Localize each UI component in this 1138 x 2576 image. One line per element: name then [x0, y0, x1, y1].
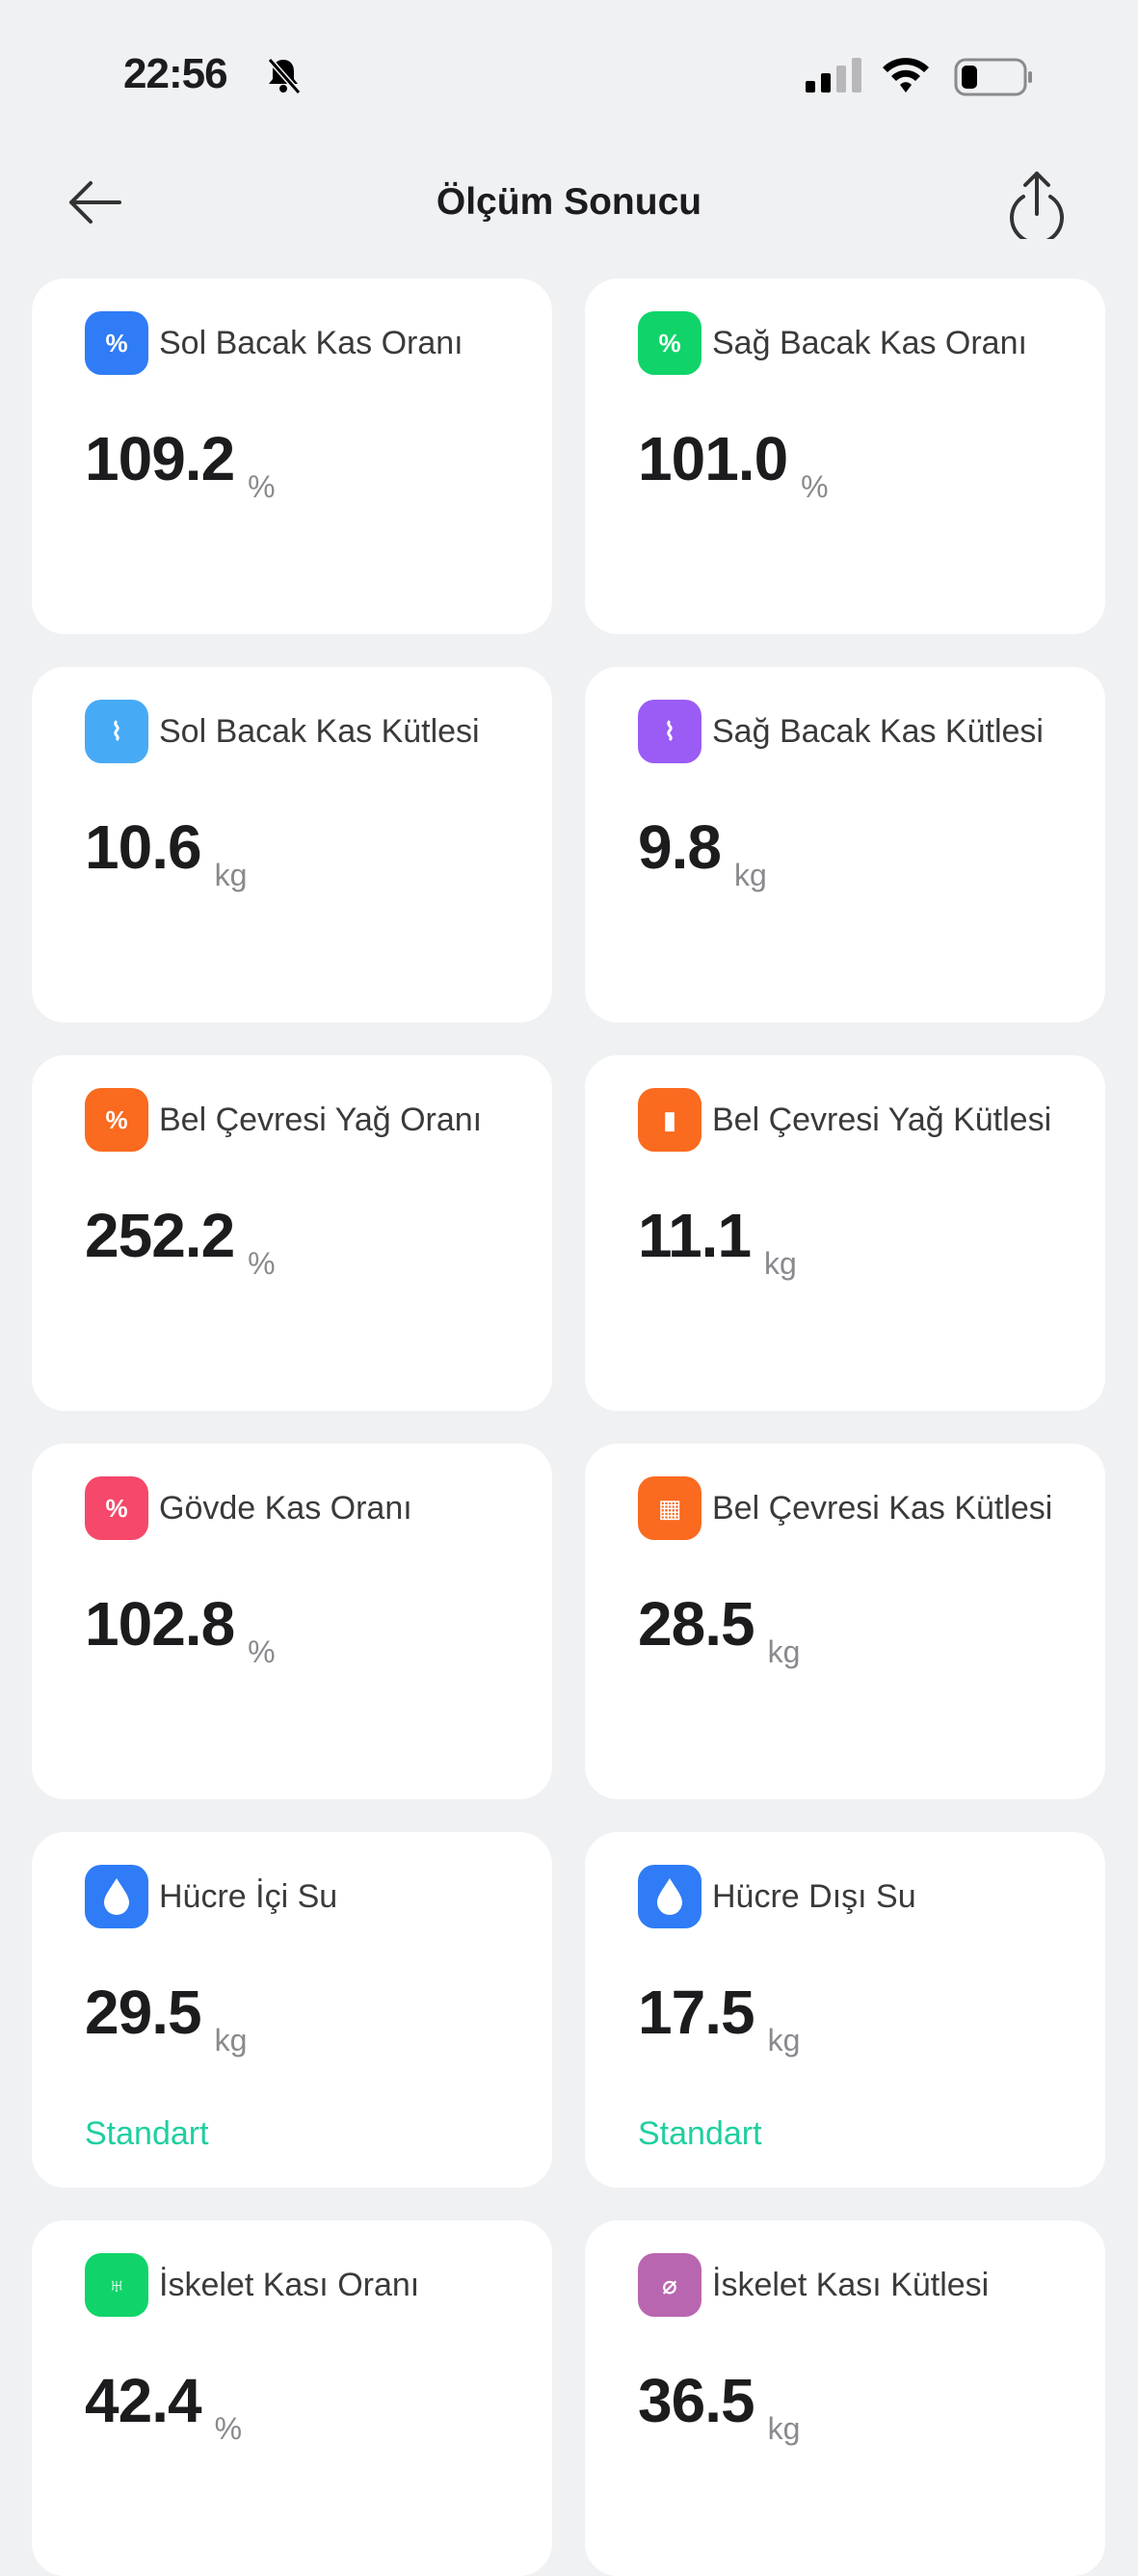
- bone-icon: ♅: [85, 2253, 148, 2317]
- metric-card[interactable]: % Sağ Bacak Kas Oranı 101.0%: [585, 279, 1105, 634]
- metric-value-row: 42.4%: [85, 2365, 242, 2446]
- metric-value: 9.8: [638, 812, 722, 882]
- leg-muscle-percent-icon: %: [85, 311, 148, 375]
- metric-card[interactable]: ⌇ Sağ Bacak Kas Kütlesi 9.8 kg: [585, 667, 1105, 1022]
- leg-muscle-icon: ⌇: [85, 700, 148, 763]
- metric-card[interactable]: Hücre İçi Su 29.5 kg Standart: [32, 1832, 552, 2188]
- metric-card[interactable]: % Bel Çevresi Yağ Oranı 252.2%: [32, 1055, 552, 1411]
- metric-title: İskelet Kası Oranı: [159, 2267, 420, 2303]
- leg-muscle-icon: ⌇: [638, 700, 701, 763]
- status-time: 22:56: [123, 50, 228, 97]
- muscle-fiber-icon: ⌀: [638, 2253, 701, 2317]
- metric-value: 17.5: [638, 1978, 755, 2047]
- metric-unit: %: [248, 469, 276, 504]
- navigation-bar: Ölçüm Sonucu: [0, 154, 1138, 251]
- metric-unit: kg: [733, 858, 767, 892]
- status-label: Standart: [85, 2115, 209, 2152]
- metric-unit: %: [248, 1246, 276, 1281]
- metric-title: Bel Çevresi Yağ Oranı: [159, 1102, 483, 1138]
- metric-title: Bel Çevresi Kas Kütlesi: [712, 1490, 1053, 1527]
- metric-card[interactable]: ⌇ Sol Bacak Kas Kütlesi 10.6 kg: [32, 667, 552, 1022]
- torso-muscle-percent-icon: %: [85, 1476, 148, 1540]
- metric-card[interactable]: % Sol Bacak Kas Oranı 109.2%: [32, 279, 552, 634]
- metric-unit: kg: [767, 2411, 801, 2446]
- metric-value: 10.6: [85, 812, 202, 882]
- metric-unit: kg: [767, 2023, 801, 2058]
- metric-value-row: 252.2%: [85, 1200, 276, 1281]
- water-drop-icon: [85, 1865, 148, 1928]
- metric-unit: %: [248, 1634, 276, 1669]
- metric-value: 11.1: [638, 1201, 752, 1270]
- metric-title: Bel Çevresi Yağ Kütlesi: [712, 1102, 1052, 1138]
- metric-card[interactable]: ⌀ İskelet Kası Kütlesi 36.5 kg: [585, 2220, 1105, 2576]
- metric-card[interactable]: % Gövde Kas Oranı 102.8%: [32, 1444, 552, 1799]
- metric-title: İskelet Kası Kütlesi: [712, 2267, 990, 2303]
- metric-card[interactable]: ♅ İskelet Kası Oranı 42.4%: [32, 2220, 552, 2576]
- metric-value: 101.0: [638, 424, 788, 493]
- metric-card[interactable]: ▦ Bel Çevresi Kas Kütlesi 28.5 kg: [585, 1444, 1105, 1799]
- metric-value-row: 28.5 kg: [638, 1588, 800, 1669]
- silent-bell-icon: [267, 58, 302, 94]
- share-icon[interactable]: [1002, 168, 1072, 239]
- metric-value-row: 29.5 kg: [85, 1977, 247, 2058]
- metric-value-row: 9.8 kg: [638, 811, 767, 892]
- metric-value-row: 36.5 kg: [638, 2365, 800, 2446]
- metric-value: 42.4: [85, 2366, 202, 2435]
- metric-title: Sol Bacak Kas Kütlesi: [159, 713, 480, 750]
- status-label: Standart: [638, 2115, 762, 2152]
- metric-value: 29.5: [85, 1978, 202, 2047]
- status-bar: 22:56: [0, 0, 1138, 135]
- metric-card[interactable]: Hücre Dışı Su 17.5 kg Standart: [585, 1832, 1105, 2188]
- metric-value-row: 109.2%: [85, 423, 276, 504]
- metric-value-row: 102.8%: [85, 1588, 276, 1669]
- metric-unit: %: [214, 2411, 243, 2446]
- leg-muscle-percent-icon: %: [638, 311, 701, 375]
- metric-value-row: 11.1 kg: [638, 1200, 797, 1281]
- metric-title: Sağ Bacak Kas Kütlesi: [712, 713, 1044, 750]
- water-drop-icon: [638, 1865, 701, 1928]
- metric-unit: kg: [214, 2023, 248, 2058]
- torso-fat-icon: ▮: [638, 1088, 701, 1152]
- metric-value: 102.8: [85, 1589, 235, 1659]
- metric-value-row: 101.0%: [638, 423, 829, 504]
- metric-value: 28.5: [638, 1589, 755, 1659]
- wifi-icon: [883, 58, 929, 93]
- back-arrow-icon[interactable]: [64, 175, 125, 229]
- torso-muscle-icon: ▦: [638, 1476, 701, 1540]
- metric-value-row: 17.5 kg: [638, 1977, 800, 2058]
- metric-title: Hücre İçi Su: [159, 1878, 338, 1915]
- metric-unit: %: [801, 469, 829, 504]
- cellular-signal-icon: [806, 58, 861, 93]
- metric-title: Hücre Dışı Su: [712, 1878, 916, 1915]
- metric-value: 36.5: [638, 2366, 755, 2435]
- metric-value-row: 10.6 kg: [85, 811, 247, 892]
- metric-title: Sağ Bacak Kas Oranı: [712, 325, 1027, 361]
- page-title: Ölçüm Sonucu: [436, 181, 702, 223]
- metric-unit: kg: [214, 858, 248, 892]
- metric-unit: kg: [764, 1246, 797, 1281]
- metric-title: Gövde Kas Oranı: [159, 1490, 412, 1527]
- battery-icon: [954, 58, 1032, 96]
- metric-value: 252.2: [85, 1201, 235, 1270]
- metric-unit: kg: [767, 1634, 801, 1669]
- metric-card[interactable]: ▮ Bel Çevresi Yağ Kütlesi 11.1 kg: [585, 1055, 1105, 1411]
- torso-fat-percent-icon: %: [85, 1088, 148, 1152]
- metrics-grid: % Sol Bacak Kas Oranı 109.2%% Sağ Bacak Kas…: [32, 279, 1105, 2576]
- metric-title: Sol Bacak Kas Oranı: [159, 325, 463, 361]
- metric-value: 109.2: [85, 424, 235, 493]
